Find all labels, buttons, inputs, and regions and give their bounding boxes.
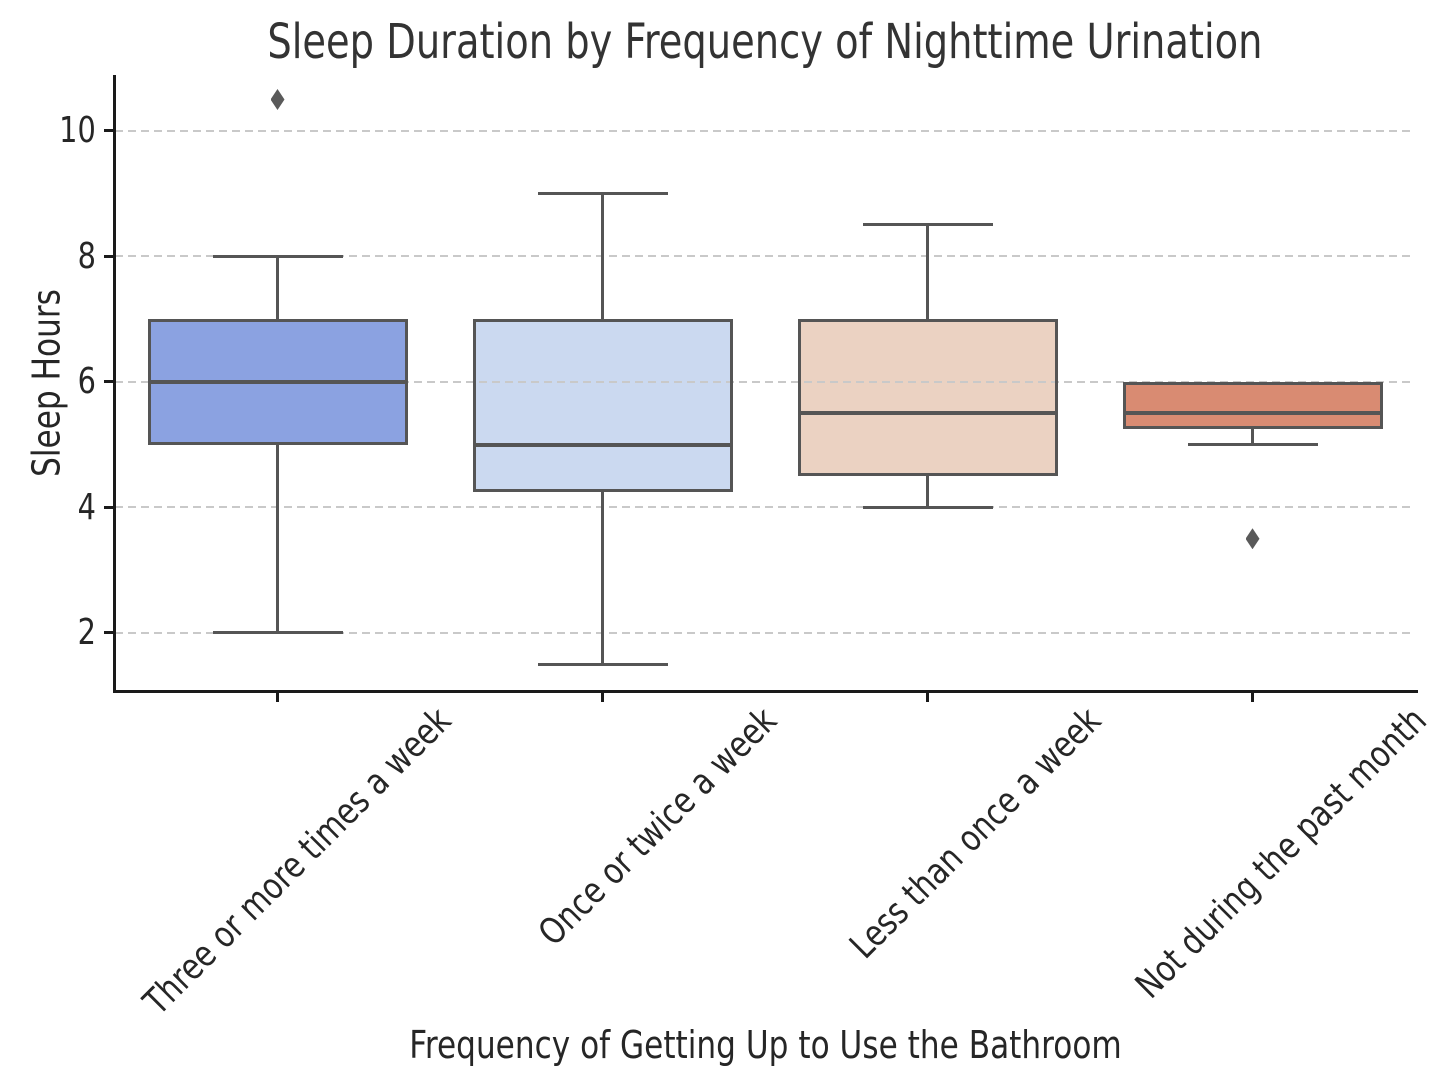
x-tick <box>276 690 279 702</box>
whisker-cap <box>537 662 668 666</box>
whisker-stem <box>601 193 604 320</box>
x-tick-label: Once or twice a week <box>530 700 785 954</box>
y-tick-label-text: 6 <box>77 361 96 403</box>
box-fill <box>797 319 1058 476</box>
y-tick-label-text: 8 <box>77 235 96 277</box>
chart-title-text: Sleep Duration by Frequency of Nighttime… <box>267 14 1263 70</box>
whisker-stem <box>276 256 279 320</box>
median-line <box>797 411 1058 416</box>
x-tick-label: Not during the past month <box>1127 700 1435 1007</box>
y-tick <box>104 254 115 258</box>
x-tick <box>601 690 604 702</box>
y-tick <box>104 380 115 384</box>
whisker-stem <box>926 476 929 508</box>
median-line <box>1122 411 1383 416</box>
x-tick <box>926 690 929 702</box>
gridline <box>115 255 1413 258</box>
whisker-cap <box>212 631 343 635</box>
y-tick <box>104 631 115 635</box>
whisker-cap <box>537 192 668 196</box>
whisker-stem <box>276 444 279 633</box>
y-tick-label: 6 <box>0 360 96 404</box>
box-fill <box>472 319 733 492</box>
y-tick-label-text: 4 <box>77 486 96 528</box>
y-tick-label-text: 2 <box>77 612 96 654</box>
y-tick <box>104 505 115 509</box>
y-tick-label-text: 10 <box>59 110 96 152</box>
x-axis-spine <box>113 690 1418 693</box>
y-tick-label: 8 <box>0 234 96 278</box>
whisker-cap <box>1187 443 1318 447</box>
outlier-point <box>1245 528 1260 550</box>
whisker-cap <box>862 223 993 227</box>
box-border <box>797 319 1058 476</box>
box-border <box>472 319 733 492</box>
x-axis-label-text: Frequency of Getting Up to Use the Bathr… <box>408 1023 1122 1067</box>
whisker-stem <box>1251 428 1254 445</box>
gridline <box>115 129 1413 132</box>
whisker-cap <box>862 505 993 509</box>
x-tick-label: Less than once a week <box>842 700 1110 967</box>
y-axis-spine <box>113 75 116 693</box>
outlier-point <box>270 88 285 110</box>
y-tick-label: 2 <box>0 611 96 655</box>
box-border <box>1122 381 1383 429</box>
y-tick-label: 4 <box>0 485 96 529</box>
gridline <box>115 506 1413 509</box>
x-axis-label: Frequency of Getting Up to Use the Bathr… <box>115 1022 1415 1068</box>
gridline <box>115 380 1413 383</box>
whisker-stem <box>926 224 929 320</box>
y-tick <box>104 129 115 133</box>
median-line <box>472 442 733 447</box>
y-tick-label: 10 <box>0 109 96 153</box>
whisker-stem <box>601 491 604 665</box>
x-tick <box>1251 690 1254 702</box>
whisker-cap <box>212 254 343 258</box>
median-line <box>147 379 408 384</box>
box-fill <box>1122 381 1383 429</box>
chart-title: Sleep Duration by Frequency of Nighttime… <box>115 14 1415 70</box>
gridline <box>115 631 1413 634</box>
x-tick-label: Three or more times a week <box>136 700 460 1024</box>
